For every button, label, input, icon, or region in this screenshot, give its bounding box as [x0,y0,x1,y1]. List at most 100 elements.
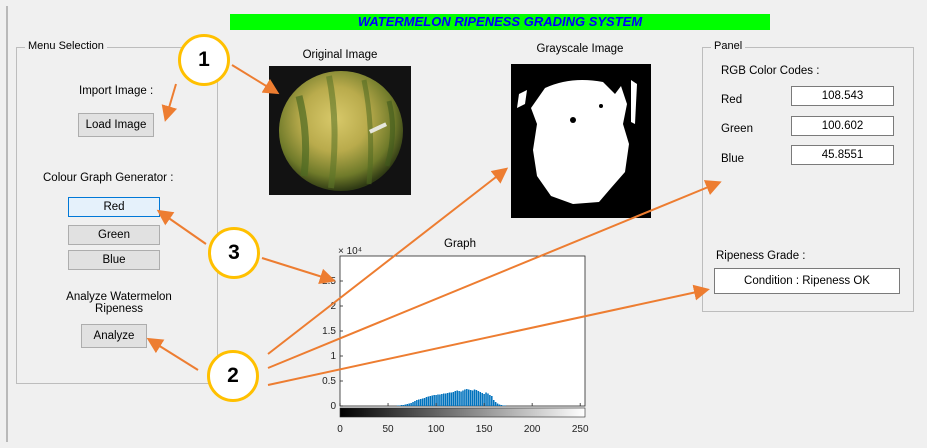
histogram-bar [500,405,503,406]
histogram-bar [492,400,495,406]
histogram-bar [433,395,435,406]
histogram-bar [475,390,478,406]
histogram-bar [479,392,482,406]
histogram-bar [491,396,493,406]
callout-2: 2 [207,350,259,402]
histogram-bar [473,389,476,406]
histogram-bar [504,405,507,406]
histogram-bar [467,389,470,406]
histogram-bar [450,392,453,406]
x-tick-label: 50 [382,424,394,435]
histogram-bar [427,396,430,406]
panel-title: Panel [711,40,746,52]
histogram-bar [466,389,468,406]
histogram-bar [429,396,432,406]
histogram-bar [489,395,491,406]
grayscale-mask [517,80,637,204]
histogram-bar [487,393,489,406]
ripeness-grade-label: Ripeness Grade : [716,250,806,262]
y-tick-label: 2.5 [322,276,336,287]
histogram-bar [418,399,420,406]
histogram-bar [441,394,443,406]
histogram-bar [423,398,426,406]
green-graph-button[interactable]: Green [68,225,160,245]
x-tick-label: 100 [428,424,445,435]
callout-3: 3 [208,227,260,279]
histogram-bar [412,402,414,406]
app-title: WATERMELON RIPENESS GRADING SYSTEM [230,14,770,30]
x-tick-label: 150 [476,424,493,435]
histogram-bar [458,391,460,406]
histogram-bar [439,394,441,406]
histogram-bar [483,394,485,406]
red-graph-button[interactable]: Red [68,197,160,217]
y-tick-label: 1.5 [322,326,336,337]
histogram-bar [435,395,437,406]
grayscale-image-title: Grayscale Image [536,43,624,55]
green-value-field[interactable]: 100.602 [791,116,894,136]
red-value-label: Red [721,94,743,106]
window-edge [6,6,8,442]
ripeness-grade-field[interactable]: Condition : Ripeness OK [714,268,900,294]
grayscale-image [511,64,651,218]
original-image-title: Original Image [302,49,378,61]
x-tick-label: 0 [337,424,343,435]
histogram-bar [452,392,455,406]
histogram-bar [406,404,409,406]
import-image-label: Import Image : [79,85,154,97]
histogram-bar [477,391,480,406]
histogram-bar [460,391,462,406]
histogram-bar [485,392,487,406]
histogram-bar [437,394,439,406]
histogram-bar [496,403,499,406]
callout-1: 1 [178,34,230,86]
rgb-codes-label: RGB Color Codes : [721,65,820,77]
histogram-bar [481,393,483,406]
y-tick-label: 1 [330,351,336,362]
blue-value-field[interactable]: 45.8551 [791,145,894,165]
histogram-bar [425,397,428,406]
histogram-bar [469,390,472,406]
menu-selection-title: Menu Selection [25,40,107,52]
histogram-bar [421,398,424,406]
histogram-bar [402,405,405,406]
histogram-bar [414,401,416,406]
watermelon-image [279,71,403,191]
histogram-bar [498,404,501,406]
histogram-bar [454,391,457,406]
histogram-bar [444,393,447,406]
histogram-bar [464,389,466,406]
analyze-button[interactable]: Analyze [81,324,147,348]
x-tick-label: 200 [524,424,541,435]
histogram-bar [398,405,401,406]
histogram-bar [408,403,410,406]
histogram-bar [400,405,403,406]
grayscale-colorbar [339,407,586,418]
load-image-button[interactable]: Load Image [78,113,154,137]
plot-area [339,255,586,407]
histogram-bar [416,400,418,406]
histogram-bar [456,390,458,406]
blue-graph-button[interactable]: Blue [68,250,160,270]
histogram-bar [448,392,451,406]
panel-group: Panel [702,40,914,312]
histogram-bar [431,395,434,406]
x-tick-label: 250 [572,424,589,435]
histogram-chart: 0 50 100 150 200 250 0 0.5 1 1.5 2 2.5 × 10⁴ [322,246,589,435]
histogram-bar [410,403,412,406]
blue-value-label: Blue [721,153,745,165]
analyze-label: Analyze Watermelon Ripeness [66,291,172,315]
histogram-bar [502,405,505,406]
red-value-field[interactable]: 108.543 [791,86,894,106]
histogram-bar [494,402,497,406]
y-exponent-label: × 10⁴ [338,246,362,257]
original-image [269,66,411,195]
histogram-bar [471,390,474,406]
y-tick-label: 2 [330,301,336,312]
menu-selection-group: Menu Selection [16,40,218,384]
histogram-bar [462,390,464,406]
y-tick-label: 0.5 [322,376,336,387]
histogram-bar [396,405,399,406]
histogram-bar [404,404,407,406]
histogram-bar [419,399,422,406]
